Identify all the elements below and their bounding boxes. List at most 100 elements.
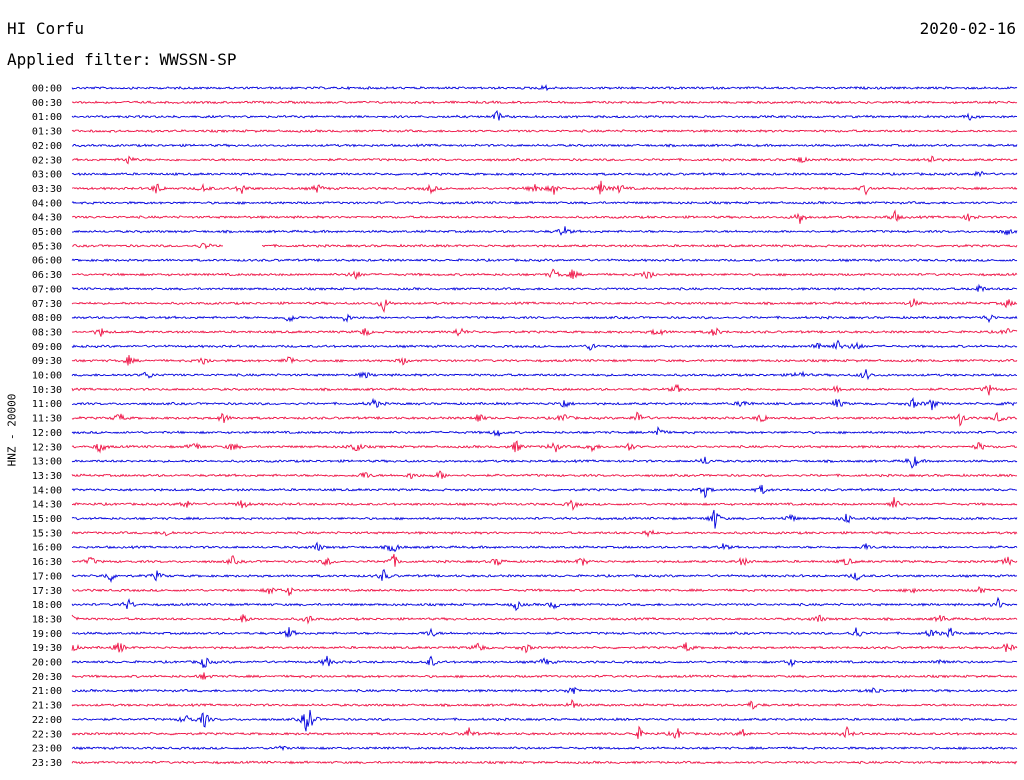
trace-line — [71, 672, 1018, 680]
trace-line — [71, 709, 1018, 732]
row-label: 05:00 — [32, 227, 62, 238]
trace-line — [71, 553, 1018, 567]
row-label: 21:30 — [32, 701, 62, 712]
row-label: 09:00 — [32, 342, 62, 353]
trace-line — [71, 497, 1018, 512]
trace-line — [71, 509, 1018, 529]
row-label: 20:00 — [32, 658, 62, 669]
trace-line — [71, 484, 1018, 499]
trace-line — [71, 596, 1018, 612]
filter-label: Applied filter: — [7, 50, 152, 69]
trace-line — [71, 369, 1017, 381]
row-label: 01:00 — [32, 112, 62, 123]
trace-line — [71, 627, 1018, 638]
row-label: 06:30 — [32, 270, 62, 281]
row-label: 08:00 — [32, 313, 62, 324]
row-label: 16:00 — [32, 543, 62, 554]
row-label: 18:30 — [32, 614, 62, 625]
row-label: 19:30 — [32, 643, 62, 654]
row-label: 00:00 — [32, 84, 62, 95]
row-label: 04:00 — [32, 198, 62, 209]
row-label: 15:30 — [32, 528, 62, 539]
trace-line — [71, 440, 1018, 454]
trace-line — [71, 268, 1018, 280]
trace-line — [71, 529, 1018, 538]
trace-line — [72, 209, 1018, 224]
row-label: 17:30 — [32, 586, 62, 597]
row-label: 12:00 — [32, 428, 62, 439]
row-label: 11:00 — [32, 399, 62, 410]
trace-line — [71, 470, 1018, 480]
row-label: 13:00 — [32, 457, 62, 468]
trace-line — [71, 110, 1018, 121]
row-label: 14:00 — [32, 485, 62, 496]
row-label: 10:30 — [32, 385, 62, 396]
trace-line — [71, 128, 1018, 134]
row-label: 09:30 — [32, 356, 62, 367]
trace-line — [71, 100, 1018, 105]
trace-line — [71, 242, 1018, 250]
trace-line — [72, 226, 1018, 236]
filter-line: Applied filter: WWSSN-SP — [7, 50, 237, 69]
trace-line — [72, 155, 1018, 165]
row-label: 01:30 — [32, 127, 62, 138]
trace-line — [71, 170, 1018, 178]
trace-line — [71, 313, 1018, 324]
row-label: 22:00 — [32, 715, 62, 726]
trace-line — [71, 686, 1018, 694]
row-label: 16:30 — [32, 557, 62, 568]
row-label: 12:30 — [32, 442, 62, 453]
trace-line — [71, 760, 1018, 765]
trace-line — [71, 586, 1018, 596]
row-label: 11:30 — [32, 414, 62, 425]
trace-line — [71, 83, 1018, 92]
trace-line — [71, 383, 1018, 396]
trace-line — [71, 425, 1018, 437]
row-label: 23:00 — [32, 744, 62, 755]
row-label: 03:00 — [32, 170, 62, 181]
trace-line — [71, 283, 1018, 293]
trace-line — [71, 298, 1018, 313]
row-label: 02:00 — [32, 141, 62, 152]
filter-value: WWSSN-SP — [159, 50, 237, 69]
trace-line — [71, 143, 1018, 148]
trace-line — [71, 354, 1018, 366]
row-label: 08:30 — [32, 327, 62, 338]
row-label: 21:00 — [32, 686, 62, 697]
row-label: 02:30 — [32, 155, 62, 166]
row-label: 10:00 — [32, 371, 62, 382]
trace-line — [71, 698, 1018, 710]
trace-line — [71, 745, 1018, 752]
trace-line — [71, 397, 1018, 411]
row-label: 23:30 — [32, 758, 62, 769]
trace-line — [71, 642, 1018, 654]
row-label: 03:30 — [32, 184, 62, 195]
row-label: 20:30 — [32, 672, 62, 683]
date-label: 2020-02-16 — [919, 19, 1016, 38]
trace-line — [71, 614, 1018, 625]
row-label: 19:00 — [32, 629, 62, 640]
row-label: 05:30 — [32, 241, 62, 252]
trace-line — [71, 257, 1018, 263]
row-label: 15:00 — [32, 514, 62, 525]
trace-line — [71, 411, 1018, 427]
trace-line — [71, 180, 1018, 196]
row-label: 00:30 — [32, 98, 62, 109]
trace-line — [71, 200, 1018, 205]
row-label: 17:00 — [32, 571, 62, 582]
row-label: 18:00 — [32, 600, 62, 611]
row-label: 07:00 — [32, 284, 62, 295]
trace-line — [71, 339, 1018, 351]
trace-line — [71, 541, 1018, 553]
station-title: HI Corfu — [7, 19, 85, 38]
trace-line — [71, 456, 1018, 469]
trace-line — [71, 655, 1018, 668]
trace-line — [71, 725, 1018, 739]
row-label: 22:30 — [32, 729, 62, 740]
row-label: 07:30 — [32, 299, 62, 310]
row-label: 14:30 — [32, 500, 62, 511]
row-label: 13:30 — [32, 471, 62, 482]
trace-line — [71, 568, 1018, 584]
row-label: 04:30 — [32, 213, 62, 224]
